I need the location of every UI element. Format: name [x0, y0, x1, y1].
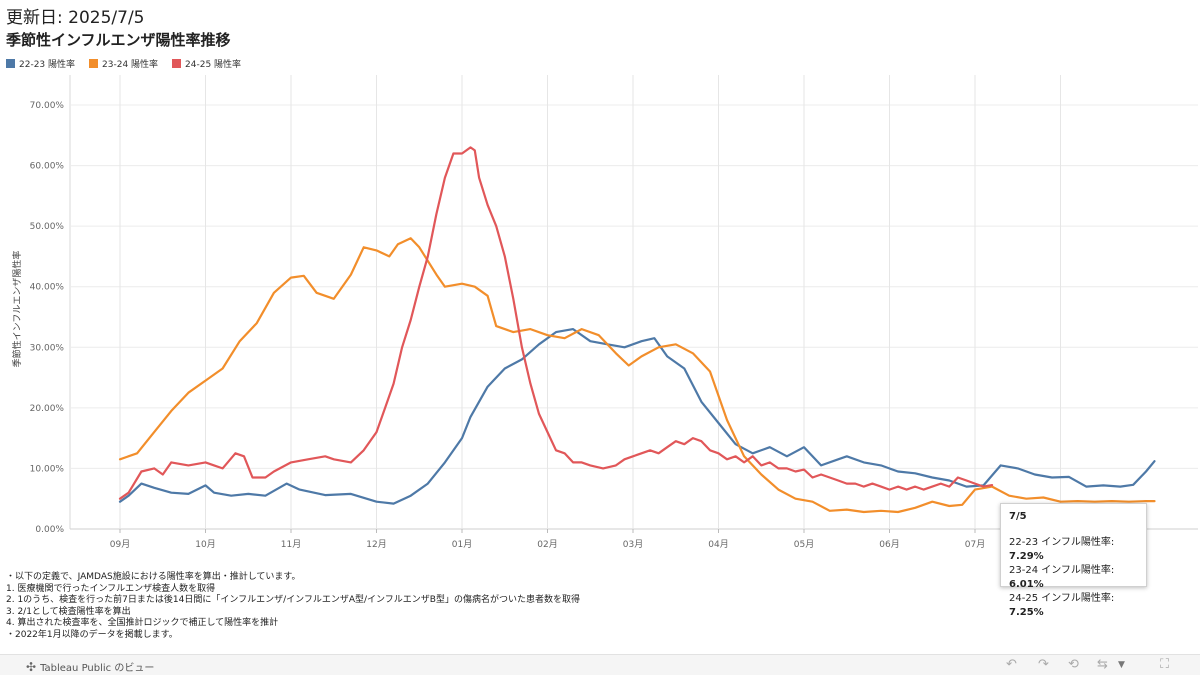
series-line-3	[118, 146, 994, 500]
note-line: 2. 1のうち、検査を行った前7日または後14日間に「インフルエンザ/インフルエ…	[6, 595, 580, 606]
note-line: 4. 算出された検査率を、全国推計ロジックで補正して陽性率を推計	[6, 618, 279, 629]
x-tick-label: 02月	[537, 539, 557, 550]
tableau-logo-icon: ✣	[26, 659, 37, 674]
tooltip-row-23-24: 23-24 インフル陽性率: 6.01%	[1009, 565, 1115, 590]
series-line-2	[118, 237, 1156, 514]
x-tick-label: 03月	[623, 539, 643, 550]
fullscreen-icon[interactable]: ⛶	[1160, 657, 1170, 672]
note-line: 3. 2/1として検査陽性率を算出	[6, 606, 131, 617]
y-tick-label: 0.00%	[35, 525, 64, 535]
x-tick-label: 10月	[195, 539, 215, 550]
legend-item-22-23[interactable]: 22-23 陽性率	[6, 57, 75, 70]
chart-title: 季節性インフルエンザ陽性率推移	[6, 31, 231, 49]
legend-label: 23-24 陽性率	[102, 60, 159, 70]
x-tick-label: 09月	[110, 539, 130, 550]
revert-icon[interactable]: ⟲	[1068, 657, 1079, 672]
y-tick-label: 70.00%	[30, 101, 65, 111]
notes: ・以下の定義で、JAMDAS施設における陽性率を算出・推計しています。 1. 医…	[6, 572, 580, 642]
x-tick-label: 01月	[452, 539, 472, 550]
legend-label: 22-23 陽性率	[19, 60, 76, 70]
legend-swatch	[6, 59, 15, 68]
note-line: ・2022年1月以降のデータを掲載します。	[6, 629, 178, 640]
tooltip-row-24-25: 24-25 インフル陽性率: 7.25%	[1009, 593, 1115, 618]
legend-swatch	[172, 59, 182, 68]
y-axis-label: 季節性インフルエンザ陽性率	[11, 251, 23, 368]
x-tick-label: 07月	[965, 539, 985, 550]
x-tick-label: 06月	[879, 539, 899, 550]
legend-label: 24-25 陽性率	[185, 60, 242, 70]
y-tick-label: 60.00%	[30, 162, 65, 172]
note-line: 1. 医療機関で行ったインフルエンザ検査人数を取得	[6, 583, 216, 594]
legend-swatch	[89, 59, 99, 68]
dropdown-icon[interactable]: ▼	[1118, 660, 1125, 670]
footer-brand-label: Tableau Public のビュー	[40, 663, 155, 674]
y-tick-label: 40.00%	[30, 283, 65, 293]
tooltip-date: 7/5	[1009, 511, 1027, 522]
y-tick-label: 50.00%	[30, 222, 65, 232]
updated-date: 更新日: 2025/7/5	[6, 8, 145, 28]
y-tick-label: 10.00%	[30, 464, 65, 474]
tableau-public-link[interactable]: ✣ Tableau Public のビュー	[26, 659, 155, 675]
note-line: ・以下の定義で、JAMDAS施設における陽性率を算出・推計しています。	[6, 572, 301, 582]
tooltip-row-22-23: 22-23 インフル陽性率: 7.29%	[1009, 537, 1115, 562]
x-tick-label: 05月	[794, 539, 814, 550]
undo-icon[interactable]: ↶	[1006, 657, 1017, 672]
legend-item-23-24[interactable]: 23-24 陽性率	[89, 57, 158, 70]
legend: 22-23 陽性率 23-24 陽性率 24-25 陽性率	[6, 57, 241, 70]
y-tick-label: 20.00%	[30, 404, 65, 414]
x-tick-label: 04月	[708, 539, 728, 550]
legend-item-24-25[interactable]: 24-25 陽性率	[172, 57, 241, 70]
series-line-1	[118, 328, 1156, 505]
tooltip: 7/5 22-23 インフル陽性率: 7.29% 23-24 インフル陽性率: …	[1000, 503, 1147, 618]
footer-toolbar: ✣ Tableau Public のビュー ↶ ↷ ⟲ ⇆ ▼ ⛶	[0, 654, 1200, 675]
x-tick-label: 11月	[281, 539, 301, 550]
share-icon[interactable]: ⇆	[1097, 657, 1108, 672]
x-tick-label: 12月	[366, 539, 386, 550]
line-chart[interactable]: 0.00% 10.00% 20.00% 30.00% 40.00% 50.00% 60.00…	[0, 0, 1200, 560]
y-tick-label: 30.00%	[30, 343, 65, 353]
redo-icon[interactable]: ↷	[1038, 657, 1049, 672]
